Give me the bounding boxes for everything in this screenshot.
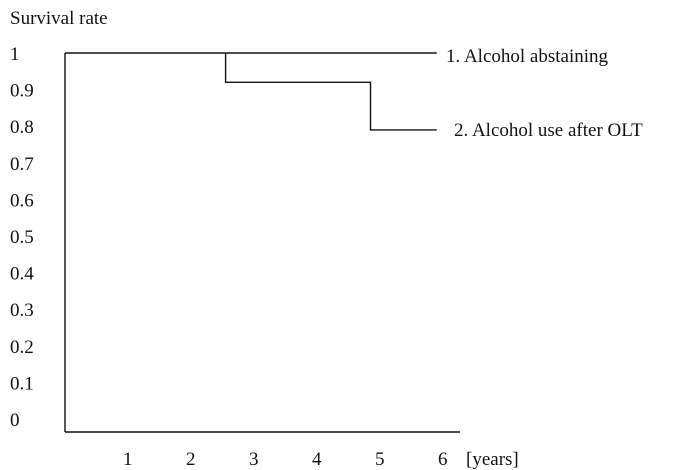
x-tick-labels: 1 2 3 4 5 6 [123, 449, 448, 470]
y-tick-label: 0.4 [10, 264, 34, 285]
y-tick-label: 0.1 [10, 373, 34, 394]
x-tick-label: 1 [123, 449, 133, 470]
y-tick-label: 1 [10, 44, 20, 65]
y-tick-label: 0.8 [10, 117, 34, 138]
x-tick-label: 5 [375, 449, 385, 470]
x-tick-label: 4 [312, 449, 322, 470]
survival-curves [65, 52, 437, 131]
y-tick-label: 0.2 [10, 337, 34, 358]
y-tick-label: 0.3 [10, 300, 34, 321]
y-tick-labels: 1 0.9 0.8 0.7 0.6 0.5 0.4 0.3 0.2 0.1 0 [10, 44, 34, 431]
series-label-abstaining: 1. Alcohol abstaining [446, 46, 609, 67]
series-label-alcohol-use: 2. Alcohol use after OLT [454, 120, 643, 141]
y-tick-label: 0.6 [10, 190, 34, 211]
y-tick-label: 0 [10, 410, 20, 431]
y-tick-label: 0.9 [10, 81, 34, 102]
y-tick-label: 0.5 [10, 227, 34, 248]
y-axis-label: Survival rate [10, 8, 108, 29]
series-line-alcohol-use [224, 53, 437, 131]
x-tick-label: 3 [249, 449, 259, 470]
x-tick-label: 2 [186, 449, 196, 470]
x-axis-label: [years] [466, 449, 519, 470]
x-tick-label: 6 [438, 449, 448, 470]
y-tick-label: 0.7 [10, 154, 34, 175]
